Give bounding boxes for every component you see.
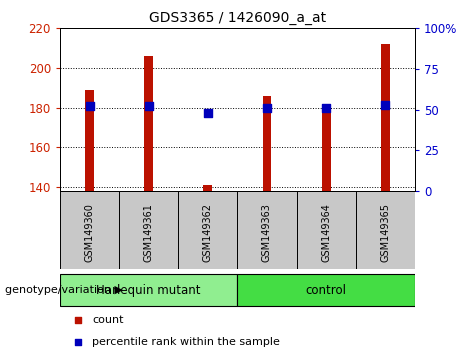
Bar <box>60 274 237 306</box>
Text: GSM149364: GSM149364 <box>321 203 331 262</box>
Text: control: control <box>306 284 347 297</box>
Bar <box>356 191 415 269</box>
Bar <box>119 191 178 269</box>
Title: GDS3365 / 1426090_a_at: GDS3365 / 1426090_a_at <box>149 11 326 24</box>
Bar <box>237 274 415 306</box>
Point <box>263 105 271 111</box>
Bar <box>296 191 356 269</box>
Bar <box>237 191 296 269</box>
Text: GSM149360: GSM149360 <box>84 203 95 262</box>
Point <box>382 102 389 108</box>
Bar <box>178 191 237 269</box>
Text: GSM149361: GSM149361 <box>144 203 154 262</box>
Point <box>86 104 93 109</box>
Text: percentile rank within the sample: percentile rank within the sample <box>92 337 280 347</box>
Point <box>204 110 212 116</box>
Text: Harlequin mutant: Harlequin mutant <box>96 284 201 297</box>
Bar <box>381 44 390 191</box>
Bar <box>144 56 153 191</box>
Point <box>145 104 152 109</box>
Text: count: count <box>92 315 124 325</box>
Bar <box>85 90 94 191</box>
Text: GSM149365: GSM149365 <box>380 203 390 262</box>
Bar <box>322 108 331 191</box>
Point <box>74 339 82 345</box>
Text: GSM149362: GSM149362 <box>203 203 213 262</box>
Text: genotype/variation ▶: genotype/variation ▶ <box>5 285 123 295</box>
Bar <box>203 185 212 191</box>
Point <box>74 317 82 323</box>
Bar <box>60 191 119 269</box>
Bar <box>263 96 272 191</box>
Text: GSM149363: GSM149363 <box>262 203 272 262</box>
Point <box>322 105 330 111</box>
